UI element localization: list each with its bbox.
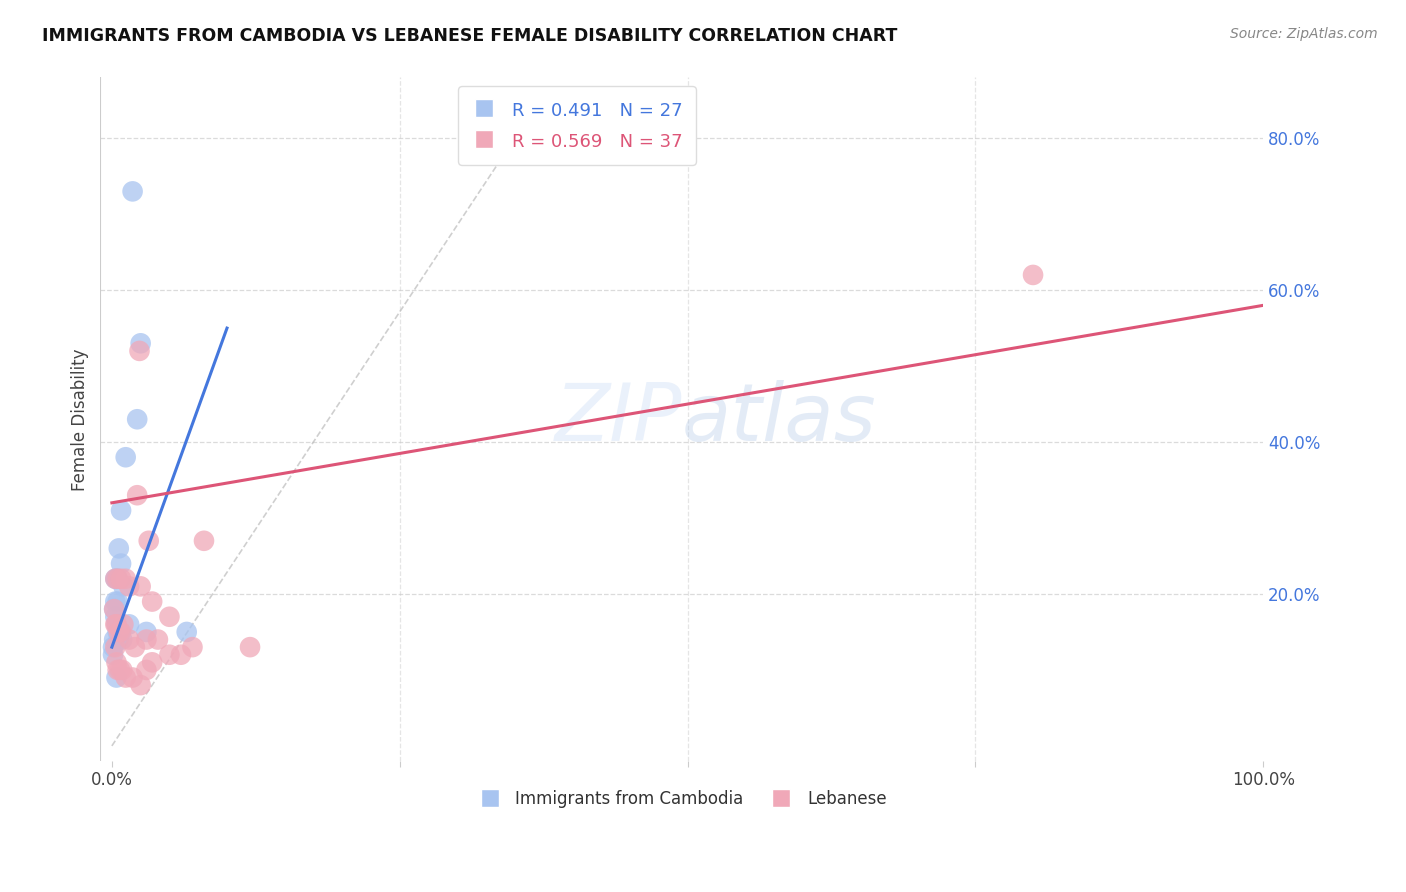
- Point: [101, 640, 124, 654]
- Point: [141, 594, 163, 608]
- Point: [181, 640, 204, 654]
- Point: [121, 671, 143, 685]
- Point: [107, 572, 129, 586]
- Point: [103, 602, 125, 616]
- Point: [107, 624, 129, 639]
- Point: [105, 656, 128, 670]
- Point: [107, 624, 129, 639]
- Point: [141, 656, 163, 670]
- Point: [107, 663, 129, 677]
- Point: [129, 678, 152, 692]
- Point: [127, 412, 149, 426]
- Point: [101, 648, 124, 662]
- Point: [107, 541, 129, 556]
- Point: [103, 632, 125, 647]
- Point: [135, 663, 157, 677]
- Point: [159, 609, 181, 624]
- Point: [114, 671, 136, 685]
- Y-axis label: Female Disability: Female Disability: [72, 348, 89, 491]
- Point: [159, 648, 181, 662]
- Point: [118, 617, 141, 632]
- Point: [104, 572, 127, 586]
- Point: [129, 579, 152, 593]
- Point: [118, 632, 141, 647]
- Point: [104, 572, 127, 586]
- Point: [103, 602, 125, 616]
- Point: [114, 450, 136, 465]
- Point: [118, 579, 141, 593]
- Point: [105, 572, 128, 586]
- Text: atlas: atlas: [682, 380, 876, 458]
- Point: [239, 640, 262, 654]
- Point: [1022, 268, 1045, 282]
- Point: [135, 632, 157, 647]
- Point: [114, 572, 136, 586]
- Point: [110, 557, 132, 571]
- Text: ZIP: ZIP: [554, 380, 682, 458]
- Point: [104, 617, 127, 632]
- Point: [107, 572, 129, 586]
- Point: [110, 624, 132, 639]
- Point: [112, 579, 135, 593]
- Text: Source: ZipAtlas.com: Source: ZipAtlas.com: [1230, 27, 1378, 41]
- Text: IMMIGRANTS FROM CAMBODIA VS LEBANESE FEMALE DISABILITY CORRELATION CHART: IMMIGRANTS FROM CAMBODIA VS LEBANESE FEM…: [42, 27, 897, 45]
- Point: [104, 640, 127, 654]
- Point: [110, 503, 132, 517]
- Point: [107, 632, 129, 647]
- Point: [129, 336, 152, 351]
- Legend: Immigrants from Cambodia, Lebanese: Immigrants from Cambodia, Lebanese: [471, 783, 893, 814]
- Point: [105, 617, 128, 632]
- Point: [104, 594, 127, 608]
- Point: [111, 663, 134, 677]
- Point: [170, 648, 193, 662]
- Point: [146, 632, 169, 647]
- Point: [124, 640, 146, 654]
- Point: [104, 609, 127, 624]
- Point: [176, 624, 198, 639]
- Point: [127, 488, 149, 502]
- Point: [193, 533, 215, 548]
- Point: [135, 624, 157, 639]
- Point: [138, 533, 160, 548]
- Point: [107, 594, 129, 608]
- Point: [108, 624, 131, 639]
- Point: [128, 343, 150, 358]
- Point: [105, 617, 128, 632]
- Point: [121, 185, 143, 199]
- Point: [108, 663, 131, 677]
- Point: [111, 632, 134, 647]
- Point: [112, 617, 135, 632]
- Point: [110, 572, 132, 586]
- Point: [105, 671, 128, 685]
